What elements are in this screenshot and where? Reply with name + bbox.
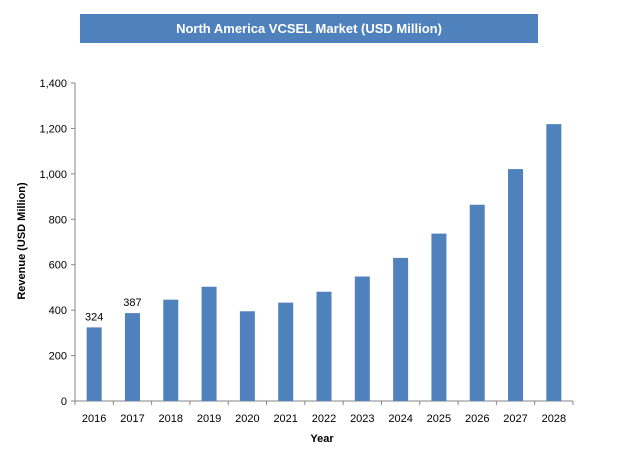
x-tick-label: 2023: [350, 413, 374, 425]
x-tick-label: 2017: [120, 413, 144, 425]
bar-2026: [469, 204, 485, 401]
x-tick-label: 2019: [197, 413, 221, 425]
x-tick-label: 2026: [465, 413, 489, 425]
y-tick-label: 1,200: [39, 123, 67, 135]
data-label-2017: 387: [123, 297, 141, 309]
x-tick-label: 2022: [312, 413, 336, 425]
bar-2016: [86, 327, 102, 401]
x-tick-label: 2027: [503, 413, 527, 425]
y-tick-label: 0: [61, 396, 67, 408]
bar-2019: [201, 286, 217, 401]
y-tick-label: 600: [49, 260, 67, 272]
x-axis: 2016 2017 2018 2019 2020 2021 2022 2023 2024 2025…: [74, 400, 574, 425]
y-tick-label: 400: [49, 305, 67, 317]
bar-2021: [278, 302, 294, 401]
bar-2024: [393, 257, 409, 401]
chart-title-banner: North America VCSEL Market (USD Million): [80, 14, 538, 43]
bar-2023: [354, 276, 370, 401]
bar-2028: [546, 124, 562, 401]
bar-2018: [163, 299, 179, 401]
x-tick-label: 2025: [427, 413, 451, 425]
y-tick-label: 200: [49, 351, 67, 363]
y-tick-label: 800: [49, 214, 67, 226]
bar-2017: [124, 313, 140, 401]
x-tick-label: 2024: [388, 413, 412, 425]
x-tick-label: 2018: [159, 413, 183, 425]
x-tick-label: 2021: [273, 413, 297, 425]
chart-title: North America VCSEL Market (USD Million): [176, 21, 442, 36]
y-tick-label: 1,000: [39, 169, 67, 181]
x-tick-label: 2028: [542, 413, 566, 425]
y-tick-label: 1,400: [39, 78, 67, 90]
data-labels: 324 387: [85, 297, 142, 323]
bar-2027: [508, 169, 524, 401]
bar-2022: [316, 291, 332, 401]
bar-2025: [431, 233, 447, 401]
data-label-2016: 324: [85, 311, 103, 323]
x-tick-label: 2016: [82, 413, 106, 425]
x-axis-title: Year: [310, 433, 334, 445]
y-axis-title: Revenue (USD Million): [16, 182, 28, 300]
y-axis: 0 200 400 600 800 1,000 1,200 1,400: [39, 78, 76, 408]
bar-series: [86, 124, 562, 401]
bar-2020: [239, 311, 255, 401]
x-tick-label: 2020: [235, 413, 259, 425]
